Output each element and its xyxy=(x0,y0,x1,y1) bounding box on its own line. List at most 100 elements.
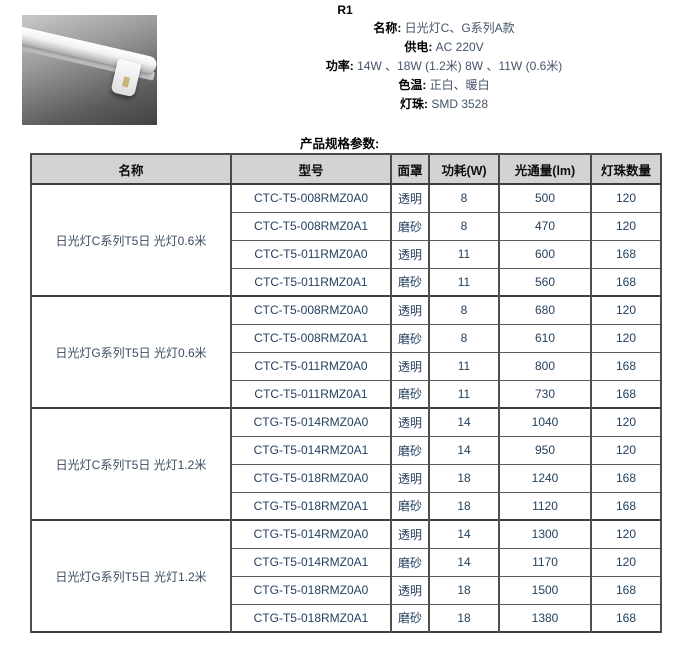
lumen-cell: 610 xyxy=(498,323,592,353)
model-cell: CTC-T5-011RMZ0A0 xyxy=(230,351,392,381)
model-cell: CTG-T5-014RMZ0A0 xyxy=(230,519,392,549)
cover-cell: 磨砂 xyxy=(390,379,430,409)
spec-section-heading: 产品规格参数: xyxy=(300,137,380,151)
info-label: 名称: xyxy=(373,21,402,35)
led-count-cell: 120 xyxy=(590,323,662,353)
lumen-cell: 1300 xyxy=(498,519,592,549)
model-cell: CTC-T5-011RMZ0A1 xyxy=(230,379,392,409)
col-header-cover: 面罩 xyxy=(390,153,430,185)
product-info-list: 名称: 日光灯C、G系列A款 供电: AC 220V 功率: 14W 、18W … xyxy=(238,19,650,114)
col-header-name: 名称 xyxy=(30,153,232,185)
spec-table: 名称 型号 面罩 功耗(W) 光通量(lm) 灯珠数量 日光灯C系列T5日 光灯… xyxy=(30,153,662,633)
product-name-cell: 日光灯G系列T5日 光灯0.6米 xyxy=(30,295,232,409)
model-cell: CTC-T5-011RMZ0A0 xyxy=(230,239,392,269)
power-cell: 8 xyxy=(428,295,500,325)
power-cell: 14 xyxy=(428,435,500,465)
power-cell: 8 xyxy=(428,323,500,353)
power-cell: 14 xyxy=(428,519,500,549)
info-value: 日光灯C、G系列A款 xyxy=(404,21,515,35)
power-cell: 14 xyxy=(428,407,500,437)
power-cell: 11 xyxy=(428,351,500,381)
table-row: 日光灯C系列T5日 光灯1.2米 CTG-T5-014RMZ0A0 透明 14 1040… xyxy=(30,407,662,521)
model-cell: CTG-T5-018RMZ0A1 xyxy=(230,491,392,521)
info-value: AC 220V xyxy=(435,40,484,54)
cover-cell: 磨砂 xyxy=(390,435,430,465)
info-line-power-supply: 供电: AC 220V xyxy=(238,38,650,57)
info-line-color-temp: 色温: 正白、暖白 xyxy=(238,76,650,95)
power-cell: 18 xyxy=(428,491,500,521)
info-value: 14W 、18W (1.2米) 8W 、11W (0.6米) xyxy=(357,59,563,73)
product-name-cell: 日光灯C系列T5日 光灯0.6米 xyxy=(30,183,232,297)
cover-cell: 磨砂 xyxy=(390,267,430,297)
table-header-row: 名称 型号 面罩 功耗(W) 光通量(lm) 灯珠数量 xyxy=(30,153,662,185)
power-cell: 18 xyxy=(428,463,500,493)
table-row: CTC-T5-011RMZ0A0 透明 11 600 168 xyxy=(31,239,662,269)
led-count-cell: 120 xyxy=(590,211,662,241)
lumen-cell: 470 xyxy=(498,211,592,241)
led-count-cell: 168 xyxy=(590,379,662,409)
lumen-cell: 1240 xyxy=(498,463,592,493)
table-row: 日光灯C系列T5日 光灯0.6米 CTC-T5-008RMZ0A0 透明 8 500 12… xyxy=(30,183,662,297)
table-row: CTC-T5-011RMZ0A1 磨砂 11 560 168 xyxy=(31,267,662,297)
led-count-cell: 120 xyxy=(590,547,662,577)
lumen-cell: 1170 xyxy=(498,547,592,577)
table-row: CTC-T5-011RMZ0A1 磨砂 11 730 168 xyxy=(31,379,662,409)
model-cell: CTC-T5-008RMZ0A1 xyxy=(230,211,392,241)
led-count-cell: 120 xyxy=(590,435,662,465)
cover-cell: 透明 xyxy=(390,519,430,549)
cover-cell: 透明 xyxy=(390,575,430,605)
spec-table-body: 日光灯C系列T5日 光灯0.6米 CTC-T5-008RMZ0A0 透明 8 500 12… xyxy=(30,183,662,633)
model-cell: CTG-T5-014RMZ0A0 xyxy=(230,407,392,437)
cover-cell: 透明 xyxy=(390,239,430,269)
info-line-wattage: 功率: 14W 、18W (1.2米) 8W 、11W (0.6米) xyxy=(238,57,650,76)
led-count-cell: 168 xyxy=(590,239,662,269)
table-row: CTG-T5-018RMZ0A0 透明 18 1500 168 xyxy=(31,575,662,605)
led-count-cell: 168 xyxy=(590,575,662,605)
lumen-cell: 950 xyxy=(498,435,592,465)
cover-cell: 磨砂 xyxy=(390,603,430,633)
lumen-cell: 1380 xyxy=(498,603,592,633)
cover-cell: 磨砂 xyxy=(390,323,430,353)
info-label: 色温: xyxy=(398,78,427,92)
model-cell: CTG-T5-014RMZ0A1 xyxy=(230,547,392,577)
product-name-cell: 日光灯G系列T5日 光灯1.2米 xyxy=(30,519,232,633)
led-count-cell: 168 xyxy=(590,351,662,381)
lumen-cell: 560 xyxy=(498,267,592,297)
model-cell: CTG-T5-018RMZ0A0 xyxy=(230,575,392,605)
info-label: 灯珠: xyxy=(399,97,428,111)
info-label: 供电: xyxy=(404,40,433,54)
col-header-led-count: 灯珠数量 xyxy=(590,153,662,185)
lumen-cell: 1500 xyxy=(498,575,592,605)
info-value: SMD 3528 xyxy=(431,97,489,111)
model-cell: CTG-T5-018RMZ0A1 xyxy=(230,603,392,633)
table-row: CTC-T5-008RMZ0A1 磨砂 8 470 120 xyxy=(31,211,662,241)
col-header-model: 型号 xyxy=(230,153,392,185)
info-line-led-type: 灯珠: SMD 3528 xyxy=(238,95,650,114)
led-count-cell: 120 xyxy=(590,407,662,437)
model-cell: CTG-T5-018RMZ0A0 xyxy=(230,463,392,493)
cover-cell: 透明 xyxy=(390,351,430,381)
model-cell: CTC-T5-008RMZ0A0 xyxy=(230,183,392,213)
lumen-cell: 1120 xyxy=(498,491,592,521)
led-count-cell: 168 xyxy=(590,267,662,297)
table-row: CTG-T5-018RMZ0A1 磨砂 18 1380 168 xyxy=(31,603,662,633)
lumen-cell: 730 xyxy=(498,379,592,409)
table-row: 日光灯G系列T5日 光灯0.6米 CTC-T5-008RMZ0A0 透明 8 680 12… xyxy=(30,295,662,409)
power-cell: 11 xyxy=(428,239,500,269)
lumen-cell: 500 xyxy=(498,183,592,213)
power-cell: 8 xyxy=(428,211,500,241)
power-cell: 18 xyxy=(428,575,500,605)
info-value: 正白、暖白 xyxy=(429,78,490,92)
led-count-cell: 168 xyxy=(590,491,662,521)
cover-cell: 透明 xyxy=(390,463,430,493)
lumen-cell: 680 xyxy=(498,295,592,325)
led-count-cell: 120 xyxy=(590,183,662,213)
doc-title: R1 xyxy=(337,3,353,17)
lumen-cell: 800 xyxy=(498,351,592,381)
model-cell: CTC-T5-008RMZ0A0 xyxy=(230,295,392,325)
lumen-cell: 600 xyxy=(498,239,592,269)
power-cell: 14 xyxy=(428,547,500,577)
cover-cell: 透明 xyxy=(390,407,430,437)
product-name-cell: 日光灯C系列T5日 光灯1.2米 xyxy=(30,407,232,521)
cover-cell: 磨砂 xyxy=(390,491,430,521)
